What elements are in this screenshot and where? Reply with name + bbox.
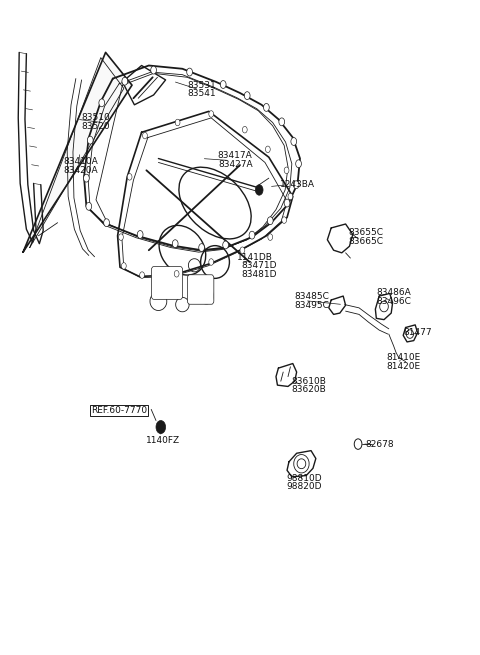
Text: 83496C: 83496C	[376, 297, 411, 306]
Text: 83495C: 83495C	[295, 301, 329, 310]
Circle shape	[264, 103, 269, 111]
Text: 83520: 83520	[82, 122, 110, 131]
Circle shape	[151, 66, 156, 74]
Text: 83510: 83510	[82, 113, 110, 122]
Circle shape	[122, 77, 128, 85]
Circle shape	[268, 234, 273, 240]
Circle shape	[137, 231, 143, 238]
Text: 1141DB: 1141DB	[237, 253, 272, 262]
Circle shape	[156, 421, 166, 434]
Circle shape	[284, 199, 290, 207]
Text: 83471D: 83471D	[241, 261, 277, 271]
Text: 82678: 82678	[365, 440, 394, 449]
Text: 83420A: 83420A	[63, 166, 98, 175]
Circle shape	[87, 136, 93, 144]
Text: 81420E: 81420E	[386, 362, 420, 371]
Text: 83486A: 83486A	[376, 288, 411, 297]
Text: 83427A: 83427A	[218, 160, 252, 169]
Circle shape	[249, 231, 255, 239]
Circle shape	[172, 240, 178, 248]
Text: 81477: 81477	[403, 328, 432, 337]
Text: 83417A: 83417A	[218, 151, 252, 160]
Text: 1243BA: 1243BA	[280, 180, 315, 189]
Circle shape	[279, 118, 285, 126]
Text: 83665C: 83665C	[348, 236, 383, 246]
Circle shape	[127, 174, 132, 180]
Text: 83655C: 83655C	[348, 228, 383, 237]
Circle shape	[209, 111, 214, 117]
Text: 81410E: 81410E	[386, 353, 420, 362]
Text: 83410A: 83410A	[63, 157, 98, 166]
Text: 83481D: 83481D	[241, 270, 277, 279]
Circle shape	[354, 439, 362, 449]
FancyBboxPatch shape	[187, 274, 214, 304]
Circle shape	[175, 119, 180, 126]
Circle shape	[240, 247, 245, 253]
Circle shape	[199, 244, 204, 252]
Text: 83531: 83531	[187, 81, 216, 90]
Circle shape	[140, 272, 144, 278]
Circle shape	[209, 259, 214, 265]
Text: 98820D: 98820D	[287, 482, 322, 491]
Text: 83541: 83541	[187, 89, 216, 98]
Circle shape	[282, 217, 287, 223]
Circle shape	[187, 68, 192, 76]
Circle shape	[174, 271, 179, 277]
Text: REF.60-7770: REF.60-7770	[91, 406, 147, 415]
Circle shape	[86, 202, 92, 210]
Text: 1140FZ: 1140FZ	[146, 436, 180, 445]
Circle shape	[288, 193, 293, 200]
Text: 83620B: 83620B	[292, 385, 326, 394]
Text: 98810D: 98810D	[287, 474, 322, 483]
Circle shape	[267, 217, 273, 225]
Text: 83610B: 83610B	[292, 377, 326, 386]
Text: 83485C: 83485C	[295, 292, 329, 301]
Circle shape	[284, 167, 289, 174]
Circle shape	[119, 234, 123, 240]
Circle shape	[296, 160, 301, 168]
Circle shape	[293, 181, 299, 189]
Polygon shape	[23, 52, 132, 252]
Circle shape	[223, 241, 228, 249]
Circle shape	[121, 263, 126, 269]
Circle shape	[220, 81, 226, 88]
Circle shape	[265, 146, 270, 153]
Circle shape	[242, 126, 247, 133]
Circle shape	[143, 132, 147, 139]
Circle shape	[84, 174, 89, 182]
Circle shape	[244, 92, 250, 100]
FancyBboxPatch shape	[151, 267, 182, 299]
Circle shape	[99, 99, 105, 107]
Circle shape	[255, 185, 263, 195]
Circle shape	[104, 219, 109, 227]
Circle shape	[291, 138, 297, 145]
